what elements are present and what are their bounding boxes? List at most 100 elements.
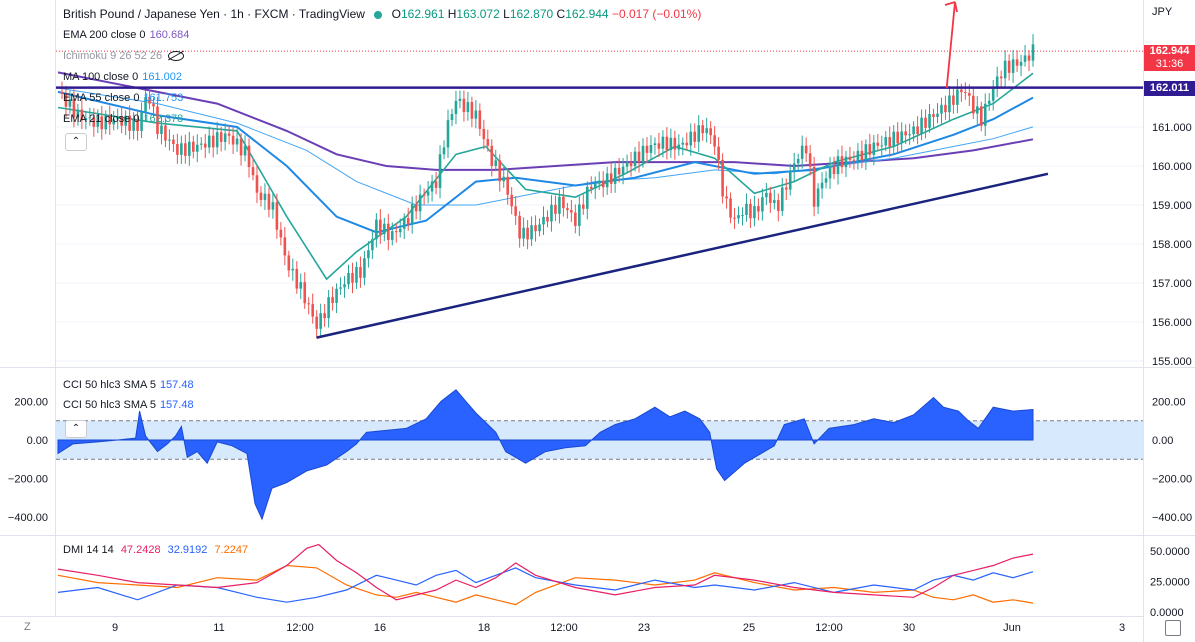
candle-body[interactable] xyxy=(371,239,374,251)
candle-body[interactable] xyxy=(478,110,482,129)
candle-body[interactable] xyxy=(804,145,808,154)
candle-body[interactable] xyxy=(578,204,581,226)
candle-body[interactable] xyxy=(168,139,171,141)
candle-body[interactable] xyxy=(884,137,888,146)
candle-body[interactable] xyxy=(697,125,701,142)
candle-body[interactable] xyxy=(379,219,382,235)
candle-body[interactable] xyxy=(120,116,123,126)
candle-body[interactable] xyxy=(418,194,422,212)
candle-body[interactable] xyxy=(745,203,748,215)
candle-body[interactable] xyxy=(132,119,135,131)
candle-body[interactable] xyxy=(184,143,187,156)
candle-body[interactable] xyxy=(227,133,231,136)
candle-body[interactable] xyxy=(617,167,621,175)
candle-body[interactable] xyxy=(64,93,68,107)
candle-body[interactable] xyxy=(1023,55,1027,62)
candle-body[interactable] xyxy=(777,200,780,211)
cci-pane[interactable] xyxy=(56,389,1143,521)
dmi-legend[interactable]: DMI 14 14 47.2428 32.9192 7.2247 xyxy=(63,544,249,556)
candle-body[interactable] xyxy=(585,186,589,209)
candle-body[interactable] xyxy=(462,98,466,113)
candle-body[interactable] xyxy=(645,145,649,153)
candle-body[interactable] xyxy=(490,145,494,166)
candle-body[interactable] xyxy=(848,156,852,160)
candle-body[interactable] xyxy=(335,288,338,303)
hidden-eye-icon[interactable] xyxy=(168,51,185,62)
candle-body[interactable] xyxy=(458,98,462,101)
candle-body[interactable] xyxy=(685,142,689,146)
candle-body[interactable] xyxy=(319,313,322,329)
candle-body[interactable] xyxy=(466,102,470,113)
candle-body[interactable] xyxy=(195,144,199,152)
candle-body[interactable] xyxy=(283,237,287,256)
candle-body[interactable] xyxy=(522,227,525,239)
candle-body[interactable] xyxy=(406,218,410,224)
candle-body[interactable] xyxy=(76,109,80,118)
candle-body[interactable] xyxy=(944,104,947,113)
candle-body[interactable] xyxy=(295,268,299,289)
candle-body[interactable] xyxy=(1007,60,1011,73)
candle-body[interactable] xyxy=(247,145,251,168)
candle-body[interactable] xyxy=(255,175,259,193)
candle-body[interactable] xyxy=(836,156,840,175)
main-price-pane[interactable] xyxy=(56,1,1143,362)
candle-body[interactable] xyxy=(271,202,275,210)
candle-body[interactable] xyxy=(932,114,935,117)
candle-body[interactable] xyxy=(414,204,418,212)
zoom-icon[interactable]: Z xyxy=(24,621,31,633)
candle-body[interactable] xyxy=(152,103,155,107)
candle-body[interactable] xyxy=(589,186,593,189)
candle-body[interactable] xyxy=(956,89,959,105)
candle-body[interactable] xyxy=(116,116,119,120)
candle-body[interactable] xyxy=(104,115,108,130)
candle-body[interactable] xyxy=(259,192,263,200)
candle-body[interactable] xyxy=(749,203,752,219)
indicator-ichimoku[interactable]: Ichimoku 9 26 52 26 xyxy=(63,49,185,63)
candle-body[interactable] xyxy=(339,287,342,289)
candle-body[interactable] xyxy=(601,180,605,188)
candle-body[interactable] xyxy=(948,95,951,113)
time-axis[interactable]: 9 11 12:00 16 18 12:00 23 25 12:00 30 Jun 3 xyxy=(112,622,1125,634)
candle-body[interactable] xyxy=(780,187,784,211)
candle-body[interactable] xyxy=(72,99,76,118)
candle-body[interactable] xyxy=(812,166,816,207)
candle-body[interactable] xyxy=(438,154,442,188)
candle-body[interactable] xyxy=(100,116,104,130)
candle-body[interactable] xyxy=(538,224,541,232)
candle-body[interactable] xyxy=(84,118,88,121)
candle-body[interactable] xyxy=(450,114,454,121)
candle-body[interactable] xyxy=(383,223,386,235)
candle-body[interactable] xyxy=(502,176,506,182)
candle-body[interactable] xyxy=(474,110,478,119)
candle-body[interactable] xyxy=(1031,44,1035,61)
candle-body[interactable] xyxy=(307,303,311,305)
candle-body[interactable] xyxy=(542,216,545,225)
candle-body[interactable] xyxy=(900,131,903,144)
candle-body[interactable] xyxy=(1011,59,1015,73)
candle-body[interactable] xyxy=(199,143,203,145)
candle-body[interactable] xyxy=(263,193,267,200)
candle-body[interactable] xyxy=(960,89,963,93)
candle-body[interactable] xyxy=(136,119,139,131)
candle-body[interactable] xyxy=(510,194,513,207)
candle-body[interactable] xyxy=(936,113,939,117)
candle-body[interactable] xyxy=(968,92,971,96)
candle-body[interactable] xyxy=(287,255,291,271)
candle-body[interactable] xyxy=(363,258,366,278)
ascending-trend-line[interactable] xyxy=(316,172,1049,339)
candle-body[interactable] xyxy=(753,206,756,219)
candle-body[interactable] xyxy=(876,142,880,146)
candle-body[interactable] xyxy=(689,131,693,146)
candle-body[interactable] xyxy=(593,183,597,189)
cci-area[interactable] xyxy=(57,389,1034,521)
candle-body[interactable] xyxy=(430,181,434,192)
candle-body[interactable] xyxy=(211,135,215,148)
candle-body[interactable] xyxy=(705,128,708,134)
candle-body[interactable] xyxy=(892,131,896,147)
candle-body[interactable] xyxy=(669,137,673,151)
candle-body[interactable] xyxy=(904,131,907,136)
candle-body[interactable] xyxy=(88,117,92,119)
candle-body[interactable] xyxy=(808,153,812,167)
candle-body[interactable] xyxy=(729,198,732,218)
candle-body[interactable] xyxy=(390,231,394,240)
